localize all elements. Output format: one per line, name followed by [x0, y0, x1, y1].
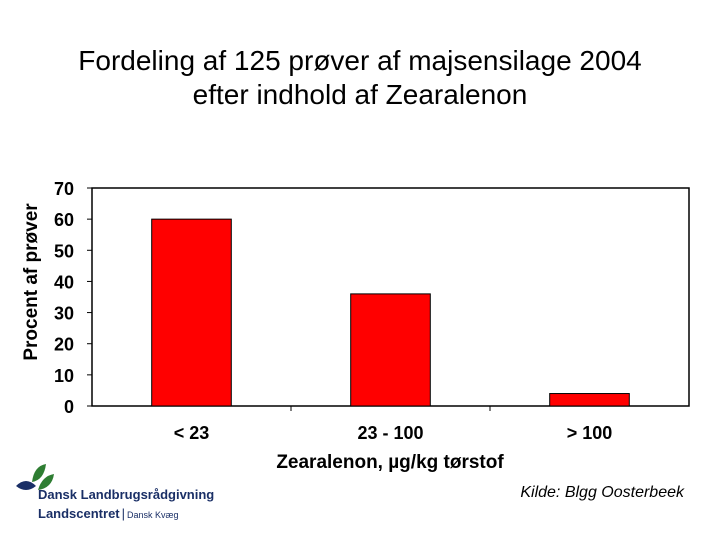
y-tick-label: 40	[54, 272, 74, 292]
bar-2	[350, 293, 431, 407]
chart-title-line-2: efter indhold af Zearalenon	[192, 79, 528, 110]
y-tick-label: 20	[54, 335, 74, 355]
y-tick-label: 60	[54, 210, 74, 230]
leaf-logo-icon	[16, 464, 54, 490]
x-axis-label: Zearalenon, µg/kg tørstof	[276, 452, 504, 473]
y-tick-label: 30	[54, 304, 74, 324]
bar-1	[151, 218, 232, 407]
y-tick-label: 0	[64, 397, 74, 417]
chart-title: Fordeling af 125 prøver af majsensilage …	[0, 44, 720, 112]
chart-title-line-1: Fordeling af 125 prøver af majsensilage …	[78, 45, 642, 76]
logo-separator: |	[121, 506, 126, 521]
logo-org-name: Dansk Landbrugsrådgivning	[38, 487, 215, 502]
source-note: Kilde: Blgg Oosterbeek	[520, 484, 684, 501]
x-tick-label: < 23	[174, 423, 210, 443]
logo-unit-main: Landscentret	[38, 506, 120, 521]
x-tick-label: 23 - 100	[357, 423, 423, 443]
x-tick-label: > 100	[567, 423, 613, 443]
logo-unit: Landscentret | Dansk Kvæg	[38, 505, 179, 523]
y-tick-label: 70	[54, 179, 74, 199]
y-tick-label: 10	[54, 366, 74, 386]
logo-unit-sub: Dansk Kvæg	[127, 510, 179, 520]
y-axis-label: Procent af prøver	[21, 203, 42, 361]
bar-3	[549, 393, 630, 407]
y-tick-label: 50	[54, 241, 74, 261]
